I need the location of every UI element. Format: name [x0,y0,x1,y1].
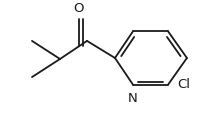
Text: O: O [73,2,84,14]
Text: Cl: Cl [177,78,190,91]
Text: N: N [128,92,138,105]
